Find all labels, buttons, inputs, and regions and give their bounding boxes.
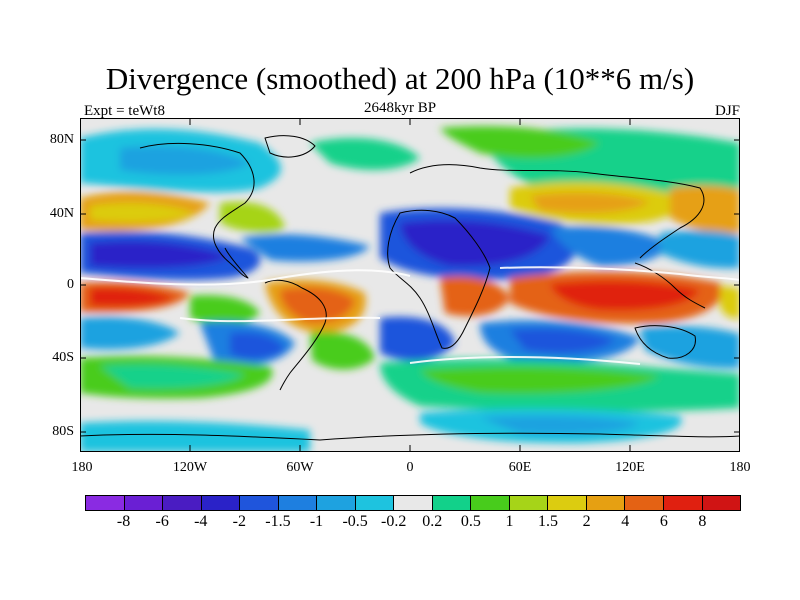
colorbar-swatch <box>85 495 124 511</box>
colorbar-swatch <box>200 495 240 511</box>
divergence-map <box>80 118 740 452</box>
y-label-0: 0 <box>67 277 74 292</box>
colorbar-swatch <box>585 495 625 511</box>
colorbar-swatch <box>162 495 201 511</box>
x-label-120e: 120E <box>615 460 645 475</box>
colorbar-label: -6 <box>155 513 169 530</box>
x-label-0: 0 <box>406 460 414 475</box>
colorbar-swatch <box>431 495 471 511</box>
time-label: 2648kyr BP <box>363 100 437 116</box>
colorbar-label: 1 <box>505 513 514 530</box>
y-label-80s: 80S <box>52 424 74 439</box>
y-label-40n: 40N <box>49 206 74 221</box>
colorbar-label: 6 <box>659 513 668 530</box>
colorbar-label: -1.5 <box>265 513 291 530</box>
colorbar-label: -1 <box>309 513 324 530</box>
colorbar-swatch <box>239 495 278 511</box>
colorbar-label: -2 <box>232 513 247 530</box>
y-label-40s: 40S <box>52 350 74 365</box>
coastlines <box>80 135 740 441</box>
colorbar-swatch <box>393 495 432 511</box>
colorbar-swatch <box>354 495 394 511</box>
y-label-80n: 80N <box>49 132 74 147</box>
colorbar-label: 8 <box>698 513 707 530</box>
colorbar-swatch <box>662 495 702 511</box>
colorbar-swatch <box>277 495 317 511</box>
colorbar-label: -0.2 <box>381 513 407 530</box>
season-label: DJF <box>714 103 740 119</box>
colorbar-label: -8 <box>116 513 131 530</box>
x-label-60e: 60E <box>508 460 532 475</box>
x-label-120w: 120W <box>172 460 208 475</box>
colorbar-swatch <box>470 495 509 511</box>
colorbar-swatch <box>547 495 586 511</box>
colorbar-swatch <box>701 495 742 511</box>
colorbar-label: 0.5 <box>460 513 481 530</box>
colorbar-label: 0.2 <box>422 513 443 530</box>
colorbar-label: -4 <box>194 513 208 530</box>
colorbar-swatch <box>508 495 548 511</box>
colorbar-swatch <box>316 495 355 511</box>
zero-contours <box>80 266 740 365</box>
contour-fill <box>80 118 740 452</box>
colorbar-swatch <box>624 495 663 511</box>
x-label-180e: 180 <box>729 460 751 475</box>
experiment-label: Expt = teWt8 <box>84 103 165 119</box>
map-panel <box>80 118 740 452</box>
colorbar-swatch <box>123 495 163 511</box>
colorbar <box>85 495 742 511</box>
x-label-60w: 60W <box>286 460 314 475</box>
colorbar-label: -0.5 <box>342 513 368 530</box>
colorbar-label: 4 <box>621 513 630 530</box>
colorbar-label: 1.5 <box>538 513 559 530</box>
plot-title: Divergence (smoothed) at 200 hPa (10**6 … <box>105 61 695 96</box>
axis-ticks <box>80 118 740 452</box>
x-label-180w: 180 <box>71 460 93 475</box>
colorbar-label: 2 <box>582 513 591 530</box>
